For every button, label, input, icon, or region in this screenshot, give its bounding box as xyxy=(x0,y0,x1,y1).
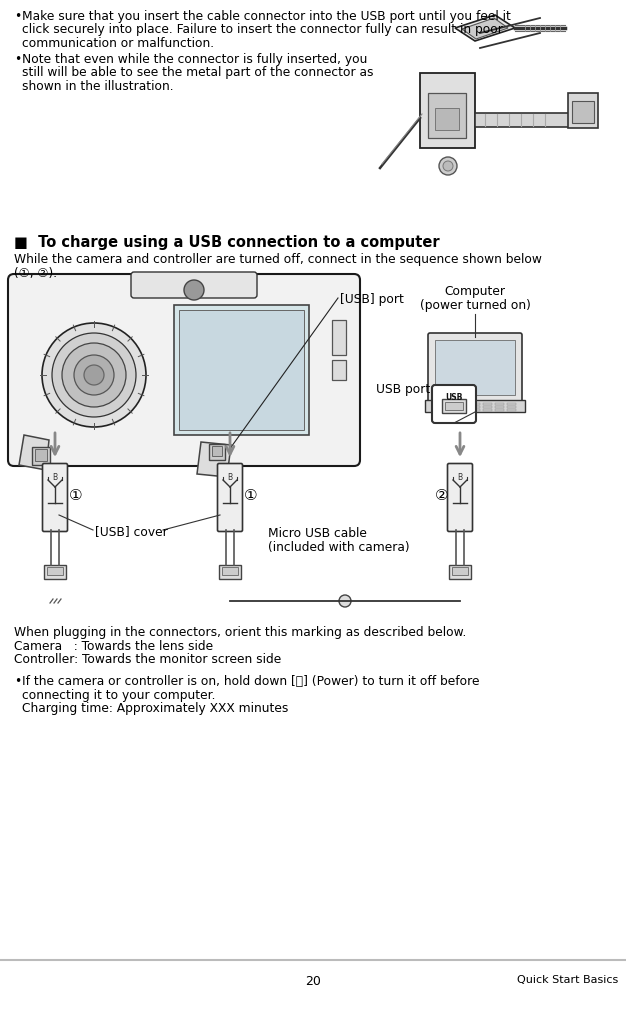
FancyBboxPatch shape xyxy=(428,333,522,402)
Circle shape xyxy=(184,281,204,300)
Bar xyxy=(495,406,504,408)
Text: •: • xyxy=(14,52,21,66)
Bar xyxy=(507,409,516,411)
Bar xyxy=(568,93,598,128)
Bar xyxy=(425,400,525,412)
FancyBboxPatch shape xyxy=(8,274,360,466)
Bar xyxy=(44,565,66,579)
Bar xyxy=(445,402,463,410)
Bar xyxy=(442,399,466,413)
Polygon shape xyxy=(19,435,49,470)
Bar xyxy=(435,409,444,411)
FancyBboxPatch shape xyxy=(43,463,68,532)
Bar xyxy=(35,449,47,461)
Text: •: • xyxy=(14,675,21,688)
Text: When plugging in the connectors, orient this marking as described below.: When plugging in the connectors, orient … xyxy=(14,626,466,639)
Bar xyxy=(495,403,504,405)
Text: communication or malfunction.: communication or malfunction. xyxy=(22,37,214,50)
Bar xyxy=(483,403,492,405)
Bar xyxy=(507,403,516,405)
Text: Note that even while the connector is fully inserted, you: Note that even while the connector is fu… xyxy=(22,52,367,66)
FancyBboxPatch shape xyxy=(432,385,476,423)
Text: (power turned on): (power turned on) xyxy=(419,299,530,312)
Text: USB port: USB port xyxy=(376,383,430,396)
Text: ①: ① xyxy=(69,487,83,502)
Bar xyxy=(219,565,241,579)
Bar xyxy=(420,73,475,148)
Bar xyxy=(459,403,468,405)
Bar xyxy=(459,406,468,408)
Text: While the camera and controller are turned off, connect in the sequence shown be: While the camera and controller are turn… xyxy=(14,253,542,266)
Text: •: • xyxy=(14,10,21,23)
Bar xyxy=(32,447,50,465)
Polygon shape xyxy=(462,18,508,39)
Bar xyxy=(471,403,480,405)
Text: B: B xyxy=(53,473,58,482)
Bar xyxy=(507,406,516,408)
Bar xyxy=(447,409,456,411)
Text: (included with camera): (included with camera) xyxy=(268,541,409,554)
Circle shape xyxy=(443,161,453,171)
Text: ①: ① xyxy=(244,487,258,502)
Bar xyxy=(471,406,480,408)
Text: [USB] port: [USB] port xyxy=(340,293,404,306)
Circle shape xyxy=(84,365,104,385)
Text: (①, ②).: (①, ②). xyxy=(14,266,57,279)
Bar xyxy=(447,406,456,408)
Text: Charging time: Approximately XXX minutes: Charging time: Approximately XXX minutes xyxy=(22,702,289,715)
Bar xyxy=(332,320,346,355)
Text: B: B xyxy=(227,473,233,482)
Text: [USB] cover: [USB] cover xyxy=(95,525,168,538)
Polygon shape xyxy=(197,442,231,477)
Text: If the camera or controller is on, hold down [⏻] (Power) to turn it off before: If the camera or controller is on, hold … xyxy=(22,675,480,688)
FancyBboxPatch shape xyxy=(131,272,257,298)
FancyBboxPatch shape xyxy=(217,463,242,532)
Text: Quick Start Basics: Quick Start Basics xyxy=(516,975,618,985)
Bar xyxy=(209,444,225,460)
Text: Controller: Towards the monitor screen side: Controller: Towards the monitor screen s… xyxy=(14,653,281,666)
Bar xyxy=(475,113,570,127)
Bar xyxy=(495,409,504,411)
Bar xyxy=(435,340,515,395)
Bar xyxy=(428,93,466,138)
Bar xyxy=(452,567,468,575)
Bar xyxy=(449,565,471,579)
Text: click securely into place. Failure to insert the connector fully can result in p: click securely into place. Failure to in… xyxy=(22,23,503,36)
Bar xyxy=(212,446,222,456)
Circle shape xyxy=(74,355,114,395)
Bar xyxy=(483,406,492,408)
Circle shape xyxy=(439,157,457,175)
Circle shape xyxy=(62,343,126,407)
Text: connecting it to your computer.: connecting it to your computer. xyxy=(22,688,215,701)
Text: still will be able to see the metal part of the connector as: still will be able to see the metal part… xyxy=(22,66,374,79)
Text: Micro USB cable: Micro USB cable xyxy=(268,527,367,540)
Bar xyxy=(174,305,309,435)
Text: Make sure that you insert the cable connector into the USB port until you feel i: Make sure that you insert the cable conn… xyxy=(22,10,511,23)
FancyBboxPatch shape xyxy=(448,463,473,532)
Bar xyxy=(483,409,492,411)
Text: Computer: Computer xyxy=(444,285,506,298)
Bar xyxy=(47,567,63,575)
Bar xyxy=(179,310,304,430)
Polygon shape xyxy=(455,15,515,41)
Text: shown in the illustration.: shown in the illustration. xyxy=(22,80,173,93)
Bar xyxy=(435,403,444,405)
Circle shape xyxy=(42,323,146,427)
Bar xyxy=(435,108,459,130)
Text: ②: ② xyxy=(435,487,449,502)
Bar xyxy=(572,101,594,123)
Text: 20: 20 xyxy=(305,975,321,988)
Bar xyxy=(471,409,480,411)
Bar xyxy=(447,403,456,405)
Text: B: B xyxy=(458,473,463,482)
Circle shape xyxy=(52,333,136,417)
Bar xyxy=(222,567,238,575)
Bar xyxy=(435,406,444,408)
Text: USB: USB xyxy=(445,393,463,402)
Text: ■  To charge using a USB connection to a computer: ■ To charge using a USB connection to a … xyxy=(14,235,439,250)
Bar xyxy=(332,360,346,380)
Bar xyxy=(459,409,468,411)
Circle shape xyxy=(339,595,351,607)
Text: Camera   : Towards the lens side: Camera : Towards the lens side xyxy=(14,640,213,653)
